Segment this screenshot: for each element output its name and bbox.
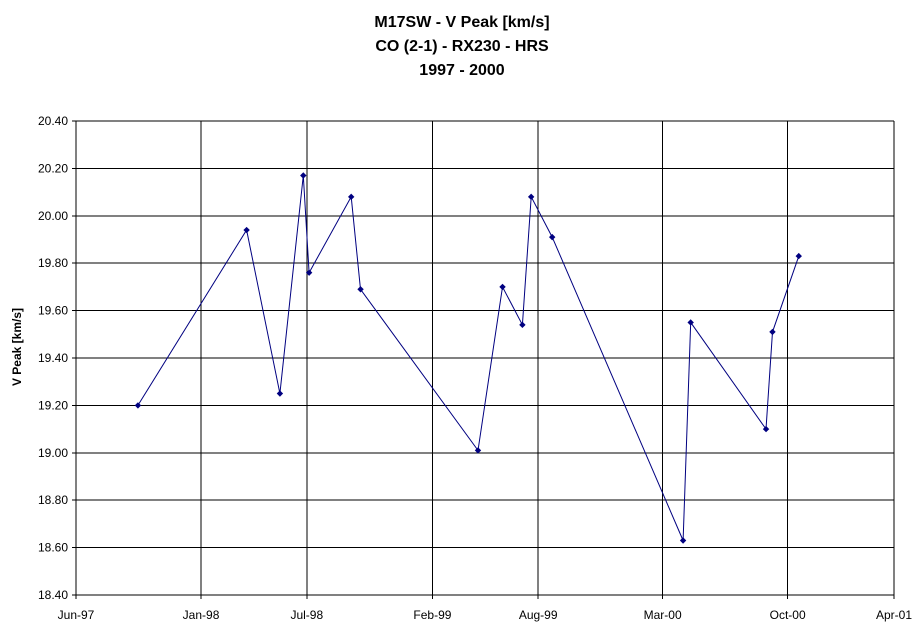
y-tick-label: 19.60 [38,304,68,318]
data-point [357,286,364,293]
x-tick-label: Feb-99 [413,608,451,622]
x-tick-label: Jun-97 [58,608,95,622]
data-point [347,193,355,201]
x-tick-label: Oct-00 [770,608,806,622]
y-tick-label: 20.20 [38,161,68,175]
data-point [762,425,770,433]
y-tick-label: 18.40 [38,588,68,602]
data-point [519,321,526,329]
data-point [134,402,142,409]
chart-title-line-1: M17SW - V Peak [km/s] [374,14,550,31]
x-tick-label: Jul-98 [290,608,323,622]
data-point [679,537,687,544]
x-tick-label: Mar-00 [644,608,682,622]
data-point [300,172,307,179]
data-point [499,283,506,291]
chart-title-line-2: CO (2-1) - RX230 - HRS [375,38,549,55]
x-tick-label: Jan-98 [183,608,220,622]
y-tick-label: 18.60 [38,541,68,555]
y-tick-label: 20.00 [38,209,68,223]
data-point [687,319,694,326]
data-point [795,252,802,260]
x-tick-label: Aug-99 [519,608,558,622]
x-tick-label: Apr-01 [876,608,912,622]
data-point [276,390,284,397]
y-tick-label: 19.20 [38,398,68,412]
data-point [527,193,535,201]
data-point [548,233,556,241]
chart-title-line-3: 1997 - 2000 [419,62,505,79]
data-point [305,269,313,276]
y-tick-label: 19.80 [38,256,68,270]
y-tick-label: 18.80 [38,493,68,507]
data-point [243,226,250,234]
data-point [769,328,776,336]
y-tick-label: 20.40 [38,114,68,128]
y-tick-label: 19.40 [38,351,68,365]
data-point [474,447,482,454]
y-tick-label: 19.00 [38,446,68,460]
